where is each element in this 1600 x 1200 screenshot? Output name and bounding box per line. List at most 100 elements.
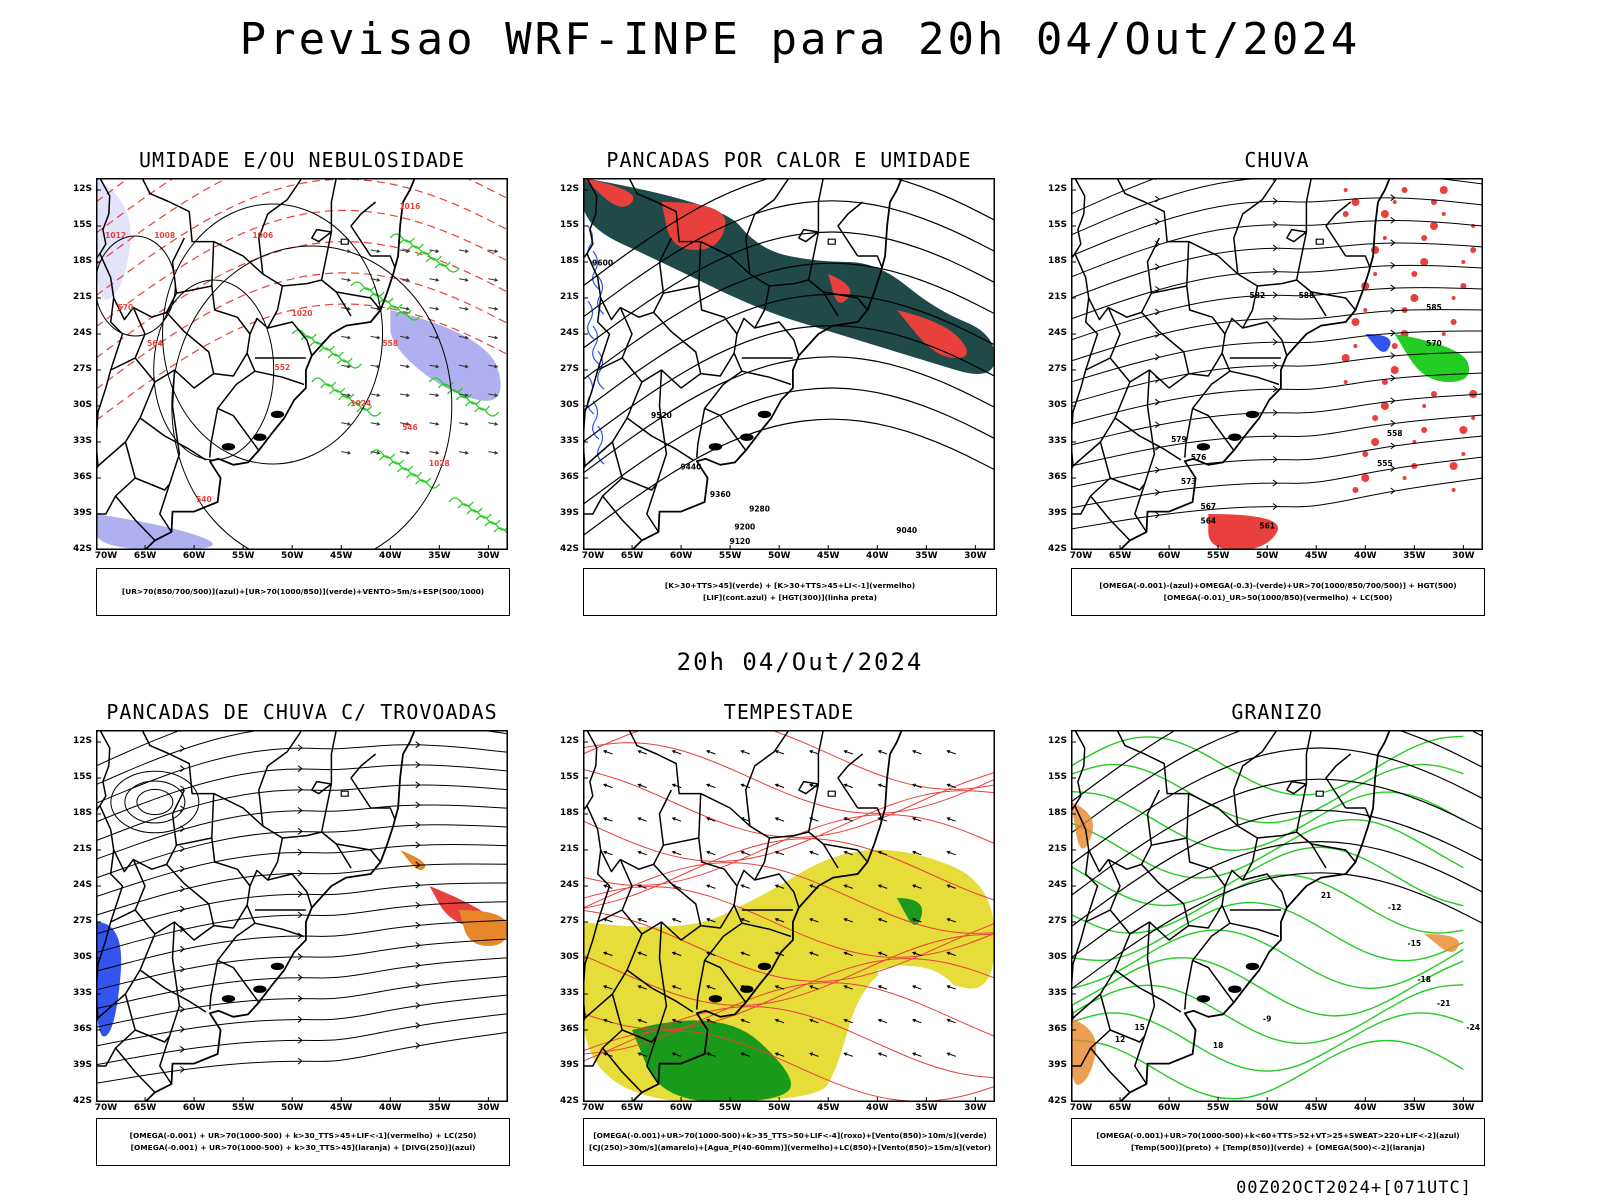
streamline-arrow <box>1390 374 1396 382</box>
wind-arrow <box>488 450 499 455</box>
rain-point <box>1372 415 1379 421</box>
lon-label: 50W <box>1255 1103 1279 1113</box>
map-frame <box>96 178 508 550</box>
streamline <box>96 804 508 860</box>
wind-arrow <box>429 335 440 340</box>
streamline <box>583 933 995 1006</box>
wind-arrow <box>458 450 469 455</box>
political-border <box>216 352 260 451</box>
lon-label: 40W <box>866 1103 889 1113</box>
lat-label: 30S <box>1047 952 1067 962</box>
political-border <box>1109 1029 1146 1043</box>
lat-label: 15S <box>1047 220 1067 230</box>
wind-arrow <box>488 249 499 253</box>
lat-label: 12S <box>1047 184 1067 194</box>
wind-arrow <box>671 1052 682 1057</box>
contour-line <box>1071 809 1483 928</box>
political-border <box>1295 178 1313 281</box>
streamline-arrow <box>415 961 421 969</box>
wind-arrow <box>705 850 716 856</box>
humidity-contour <box>347 401 373 411</box>
wind-arrow <box>341 393 352 397</box>
rain-point <box>1441 212 1446 216</box>
wind-arrow <box>429 450 440 455</box>
map-frame <box>96 730 508 1102</box>
page-title: Previsao WRF-INPE para 20h 04/Out/2024 <box>239 14 1361 65</box>
streamline-arrow <box>415 881 421 889</box>
lon-label: 70W <box>94 1103 118 1113</box>
political-border <box>336 843 382 863</box>
streamline-arrow <box>297 1015 303 1023</box>
brasilia-marker <box>340 790 349 797</box>
brasilia-marker <box>827 238 836 245</box>
lat-label: 42S <box>72 1096 92 1106</box>
humidity-contour <box>407 245 433 255</box>
streamline-arrow <box>1390 261 1396 269</box>
vortex-contours <box>110 770 200 834</box>
wind-arrow <box>946 1052 956 1057</box>
political-border <box>99 178 215 321</box>
rain-point <box>1401 187 1408 193</box>
wind-arrow <box>705 985 716 990</box>
wind-arrow <box>400 306 410 311</box>
lat-label: 39S <box>1047 1060 1067 1070</box>
wind-arrow <box>458 306 469 311</box>
isobar <box>162 203 384 465</box>
wind-arrow <box>877 749 888 755</box>
wind-arrow <box>774 1052 785 1057</box>
map-umidade: 1012 1008 1006 1016 1020 1024 1028 570 564 558 546… <box>96 178 508 550</box>
political-border <box>216 904 260 1003</box>
wind-arrow <box>843 817 853 822</box>
contour-label: 1016 <box>399 202 420 211</box>
wind-arrow <box>740 917 750 923</box>
political-border <box>1071 849 1099 1024</box>
lat-label: 15S <box>72 220 92 230</box>
lat-label: 18S <box>1047 256 1067 266</box>
lon-label: 35W <box>915 551 938 561</box>
political-border <box>1184 960 1194 1010</box>
lat-label: 39S <box>559 508 579 518</box>
lat-label: 18S <box>72 808 92 818</box>
political-border <box>823 291 869 311</box>
wind-arrow <box>877 1018 888 1024</box>
lat-label: 15S <box>72 772 92 782</box>
wind-arrow <box>877 985 888 990</box>
wind-arrow <box>808 1052 819 1057</box>
legend-umidade: [UR>70(850/700/500)](azul)+[UR>70(1000/8… <box>96 568 510 616</box>
streamline-arrow <box>1272 385 1278 393</box>
political-border <box>1141 285 1226 377</box>
rain-point <box>1459 426 1468 434</box>
lat-label: 33S <box>559 436 579 446</box>
contour-line <box>583 262 995 381</box>
lon-label: 45W <box>1305 551 1328 561</box>
wind-arrow <box>671 985 682 990</box>
wind-arrow <box>740 951 750 957</box>
geo-boundaries <box>1071 178 1391 550</box>
contour-label: -15 <box>1408 939 1422 948</box>
political-border <box>1134 921 1156 1085</box>
political-border <box>586 730 702 873</box>
political-border <box>1224 837 1259 887</box>
wind-arrow <box>705 749 716 755</box>
frame-ticks <box>1071 189 1464 550</box>
wind-arrow <box>488 335 499 340</box>
lon-label: 55W <box>718 551 742 561</box>
political-border <box>1090 495 1131 541</box>
streamline-arrow <box>297 890 303 898</box>
legend-line: [UR>70(850/700/500)](azul)+[UR>70(1000/8… <box>121 587 485 596</box>
lon-label: 50W <box>1255 551 1279 561</box>
political-border <box>658 237 672 294</box>
wind-arrow <box>458 335 469 340</box>
rain-point <box>1381 379 1388 385</box>
lon-label: 70W <box>1069 1103 1093 1113</box>
streamline <box>583 838 995 909</box>
contour-label: 9040 <box>896 526 917 535</box>
legend-line: [K>30+TTS>45](verde) + [K>30+TTS>45+LI<-… <box>664 581 916 590</box>
lake <box>708 995 723 1003</box>
wind-arrow <box>341 364 352 369</box>
political-border <box>1085 357 1111 371</box>
lat-label: 39S <box>559 1060 579 1070</box>
humidity-contour <box>434 263 460 273</box>
political-border <box>110 357 136 371</box>
streamline <box>96 730 508 786</box>
